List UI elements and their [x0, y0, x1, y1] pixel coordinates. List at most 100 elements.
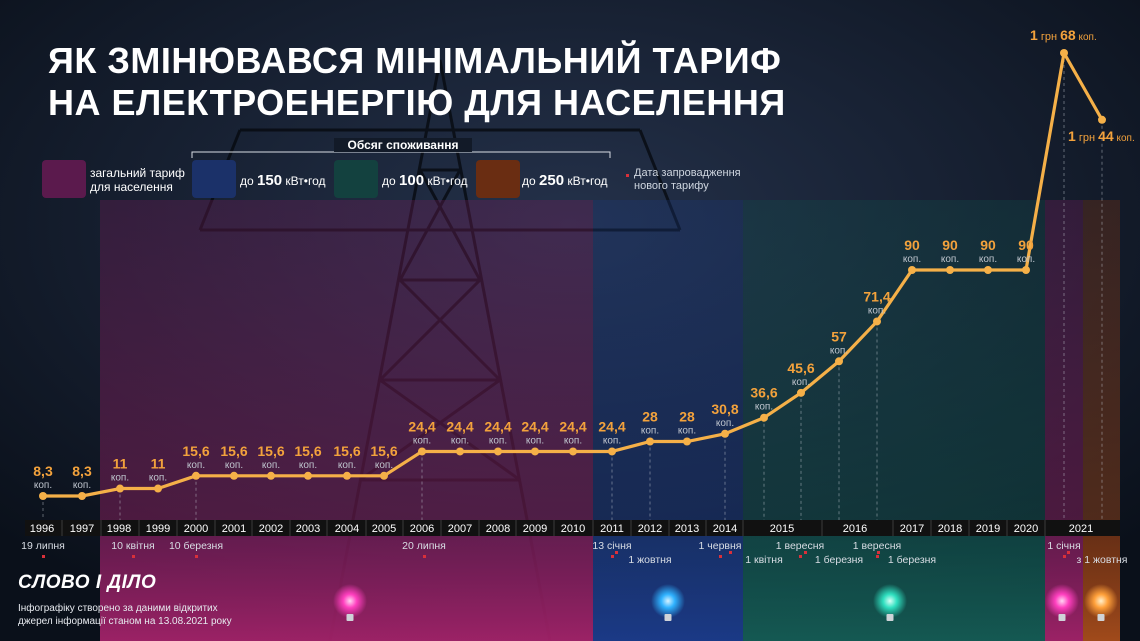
value-label: 28 — [642, 409, 658, 425]
data-point — [116, 484, 124, 493]
value-unit: коп. — [149, 473, 167, 484]
year-label: 2010 — [561, 523, 585, 535]
date-marker — [611, 555, 614, 558]
bulb-icon — [1045, 584, 1079, 618]
legend-group-title: Обсяг споживання — [334, 138, 472, 152]
year-label: 2006 — [410, 523, 434, 535]
value-labels: 8,3коп.8,3коп.11коп.11коп.15,6коп.15,6ко… — [33, 27, 1134, 491]
legend-general-line-2: для населення — [90, 180, 173, 194]
footer-note: Інфографіку створено за даними відкритих… — [18, 602, 232, 628]
date-label: 1 жовтня — [628, 554, 671, 566]
legend-general-line-1: загальний тариф — [90, 166, 185, 180]
year-label: 2000 — [184, 523, 208, 535]
date-marker — [42, 555, 45, 558]
value-label: 36,6 — [750, 385, 777, 401]
legend-to: до — [382, 174, 396, 188]
value-label: 45,6 — [787, 360, 814, 376]
data-point — [721, 429, 729, 438]
date-label: з 1 жовтня — [1077, 554, 1128, 566]
data-point — [835, 357, 843, 366]
bulb-icon — [651, 584, 685, 618]
value-unit: коп. — [868, 305, 886, 316]
date-label: 1 березня — [815, 554, 863, 566]
year-label: 2017 — [900, 523, 924, 535]
value-unit: коп. — [979, 254, 997, 265]
year-axis-bar — [25, 520, 1120, 536]
year-label: 2002 — [259, 523, 283, 535]
year-label: 1996 — [30, 523, 54, 535]
value-unit: коп. — [413, 435, 431, 446]
data-point — [569, 447, 577, 456]
tariff-series — [39, 49, 1106, 500]
data-point — [1098, 115, 1106, 124]
value-unit: коп. — [299, 460, 317, 471]
value-label: 15,6 — [182, 443, 209, 459]
value-unit: коп. — [678, 426, 696, 437]
value-label: 24,4 — [598, 418, 625, 434]
date-label: 10 березня — [169, 540, 223, 552]
value-label: 71,4 — [863, 288, 890, 304]
value-label: 90 — [942, 237, 958, 253]
value-label: 11 — [113, 456, 128, 472]
guide-lines — [42, 53, 1103, 520]
footer-line-2: джерел інформації станом на 13.08.2021 р… — [18, 616, 232, 627]
date-label: 1 квітня — [745, 554, 783, 566]
year-label: 2020 — [1014, 523, 1038, 535]
value-label: 24,4 — [408, 418, 435, 434]
data-point — [78, 492, 86, 500]
value-unit: коп. — [564, 435, 582, 446]
bulb-icon — [873, 584, 907, 618]
value-unit: коп. — [338, 460, 356, 471]
year-label: 1999 — [146, 523, 170, 535]
year-label: 2014 — [713, 523, 737, 535]
value-unit: коп. — [34, 480, 52, 491]
value-unit: коп. — [1017, 254, 1035, 265]
year-label: 2018 — [938, 523, 962, 535]
value-unit: коп. — [792, 377, 810, 388]
date-label: 19 липня — [21, 540, 65, 552]
data-point — [608, 447, 616, 456]
data-point — [908, 266, 916, 274]
year-label: 2008 — [486, 523, 510, 535]
date-marker — [876, 555, 879, 558]
legend-250-value: 250 — [539, 172, 565, 189]
legend-100-value: 100 — [399, 172, 425, 189]
value-label: 15,6 — [370, 443, 397, 459]
date-label: 10 квітня — [111, 540, 154, 552]
bulb-base — [1058, 614, 1066, 621]
value-label: 90 — [904, 237, 920, 253]
value-unit: коп. — [111, 473, 129, 484]
data-point — [380, 471, 388, 480]
data-point — [984, 266, 992, 274]
value-label: 15,6 — [257, 443, 284, 459]
legend-100-swatch — [334, 160, 378, 198]
value-label: 24,4 — [521, 418, 548, 434]
legend-unit: кВт•год — [285, 174, 326, 188]
period-bands — [100, 200, 1120, 641]
value-unit: коп. — [941, 254, 959, 265]
year-label: 1997 — [70, 523, 94, 535]
date-marker — [615, 551, 618, 554]
legend-date-line-1: Дата запровадження — [634, 167, 741, 179]
data-point — [1060, 49, 1068, 57]
date-marker — [1067, 551, 1070, 554]
date-marker — [132, 555, 135, 558]
data-point — [646, 437, 654, 446]
value-unit: коп. — [225, 460, 243, 471]
legend-unit: кВт•год — [567, 174, 608, 188]
year-axis: 1996 1997 1998 1999 2000 2001 2002 2003 2004 2005… — [25, 520, 1120, 536]
title-line-2: НА ЕЛЕКТРОЕНЕРГІЮ ДЛЯ НАСЕЛЕННЯ — [48, 82, 786, 123]
year-label: 2021 — [1069, 523, 1093, 535]
data-point — [267, 471, 275, 480]
value-label: 15,6 — [294, 443, 321, 459]
year-label: 2016 — [843, 523, 867, 535]
value-label: 1 грн 44 коп. — [1068, 128, 1135, 144]
value-unit: коп. — [603, 435, 621, 446]
value-label: 24,4 — [559, 418, 586, 434]
legend-to: до — [240, 174, 254, 188]
value-label: 30,8 — [711, 401, 738, 417]
data-point — [531, 447, 539, 456]
year-label: 2013 — [675, 523, 699, 535]
